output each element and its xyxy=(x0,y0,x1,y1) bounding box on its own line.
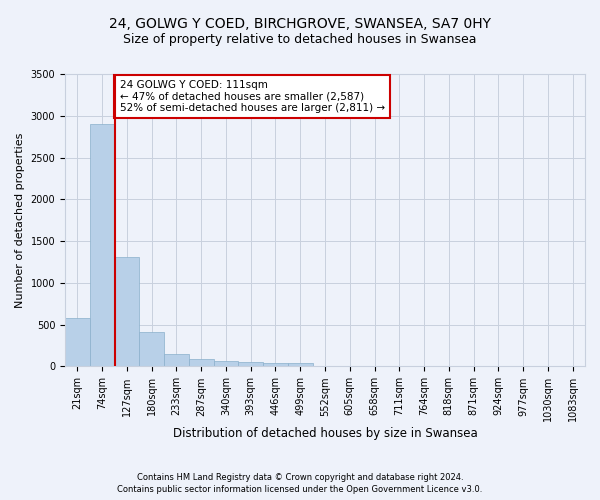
Bar xyxy=(65,318,90,366)
Text: Size of property relative to detached houses in Swansea: Size of property relative to detached ho… xyxy=(123,32,477,46)
Bar xyxy=(115,257,139,366)
Bar xyxy=(139,332,164,366)
Bar xyxy=(263,362,288,366)
Text: 24 GOLWG Y COED: 111sqm
← 47% of detached houses are smaller (2,587)
52% of semi: 24 GOLWG Y COED: 111sqm ← 47% of detache… xyxy=(119,80,385,113)
Bar xyxy=(90,124,115,366)
Text: Contains public sector information licensed under the Open Government Licence v3: Contains public sector information licen… xyxy=(118,485,482,494)
Bar xyxy=(214,362,238,366)
Bar xyxy=(238,362,263,366)
Text: 24, GOLWG Y COED, BIRCHGROVE, SWANSEA, SA7 0HY: 24, GOLWG Y COED, BIRCHGROVE, SWANSEA, S… xyxy=(109,18,491,32)
X-axis label: Distribution of detached houses by size in Swansea: Distribution of detached houses by size … xyxy=(173,427,478,440)
Text: Contains HM Land Registry data © Crown copyright and database right 2024.: Contains HM Land Registry data © Crown c… xyxy=(137,472,463,482)
Bar xyxy=(164,354,189,366)
Bar xyxy=(189,359,214,366)
Y-axis label: Number of detached properties: Number of detached properties xyxy=(15,132,25,308)
Bar xyxy=(288,363,313,366)
